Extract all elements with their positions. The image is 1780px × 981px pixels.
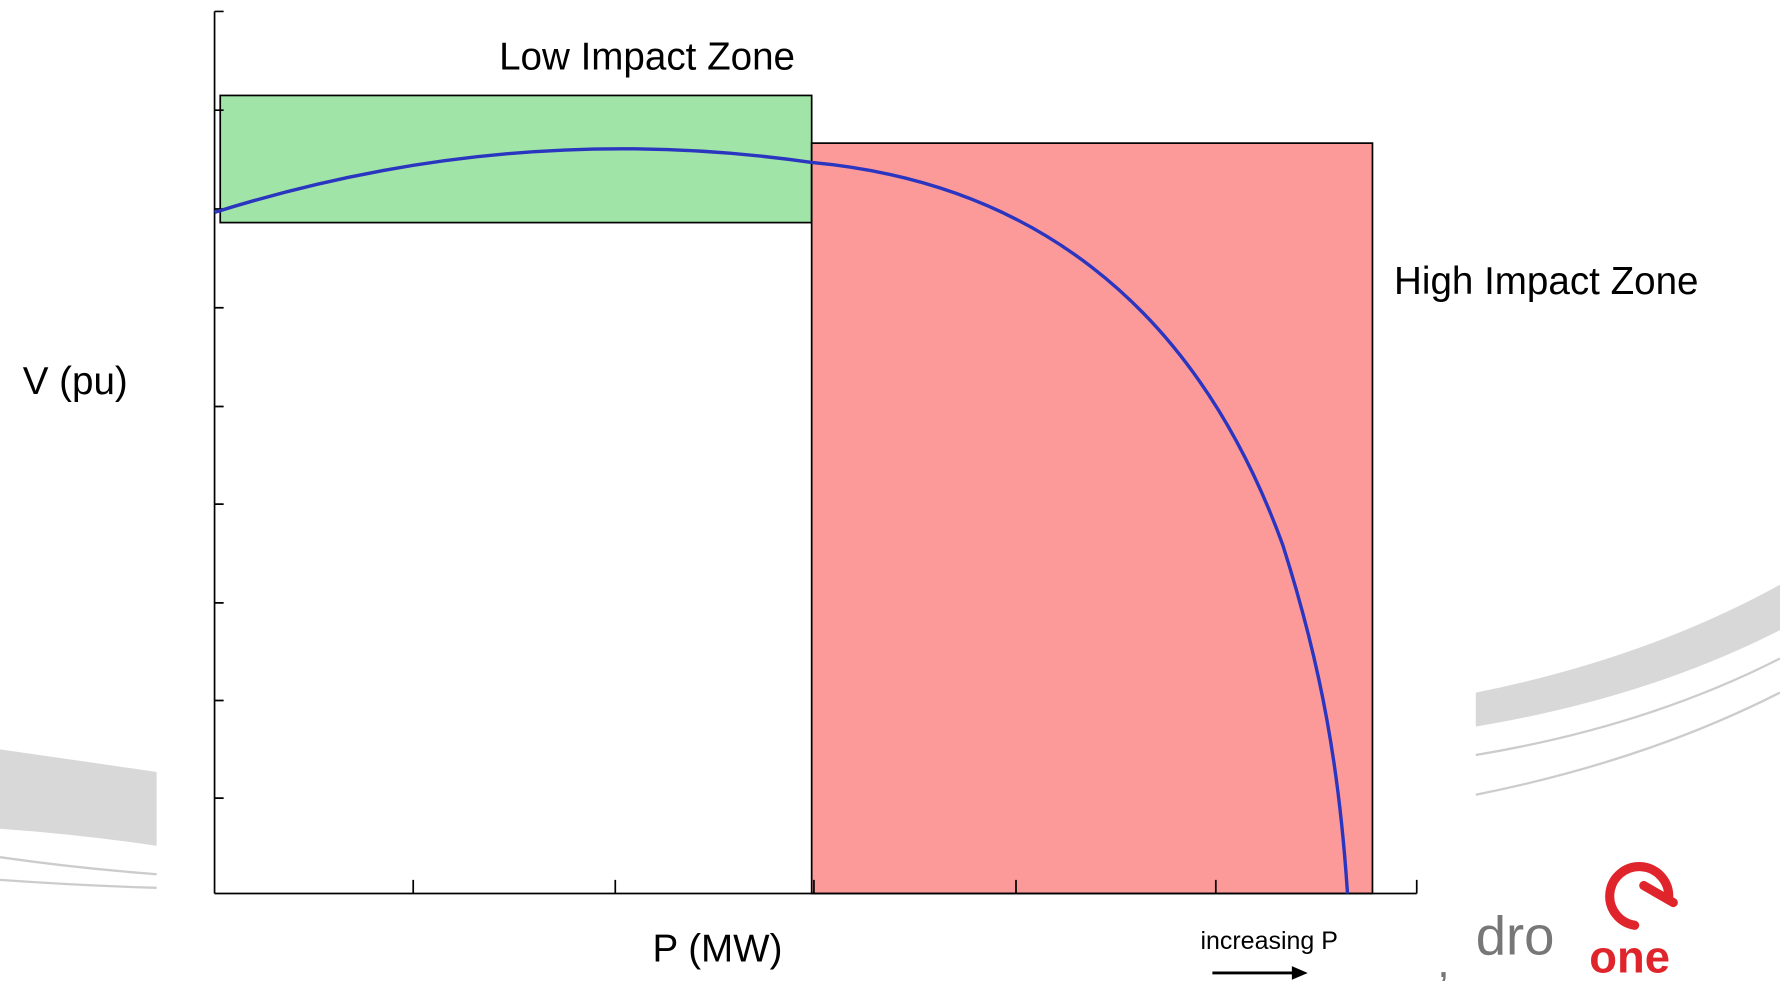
swoosh (0, 749, 157, 846)
swoosh (1475, 584, 1780, 727)
zone-label: High Impact Zone (1394, 260, 1698, 303)
y-ticks (214, 10, 224, 799)
zone-label: Low Impact Zone (499, 35, 795, 78)
annotation: increasing P (1200, 927, 1337, 955)
pv-curve (214, 147, 1350, 894)
low-impact-zone (219, 94, 813, 224)
axes (213, 10, 1418, 895)
swoosh-line (1475, 657, 1780, 796)
x-ticks (412, 879, 1418, 894)
y-axis-label: V (pu) (23, 360, 128, 403)
high-impact-zone (810, 142, 1374, 895)
arrow-head (1291, 966, 1308, 980)
swoosh-line (0, 856, 157, 889)
logo-text: dro (1476, 905, 1555, 966)
logo-comma: , (1437, 936, 1450, 981)
logo-text: one (1589, 931, 1670, 981)
x-axis-label: P (MW) (652, 928, 782, 971)
logo-icon (1605, 862, 1678, 930)
